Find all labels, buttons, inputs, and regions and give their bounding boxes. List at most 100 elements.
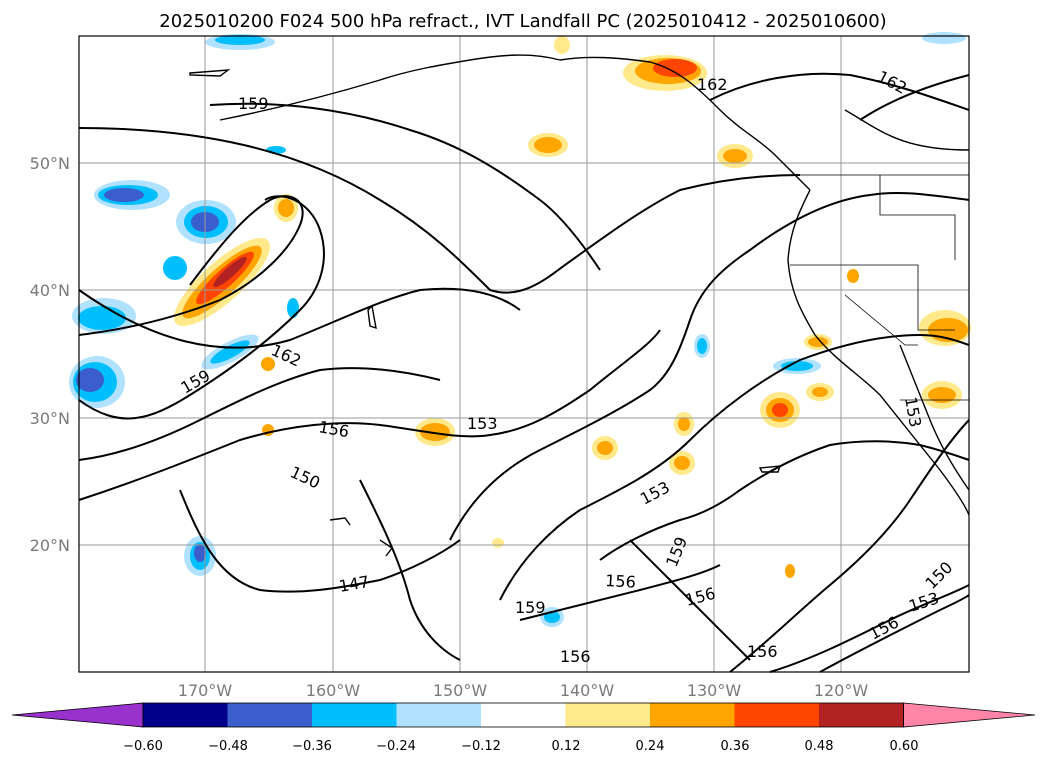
contour-line (629, 539, 751, 661)
colorbar-segment (565, 703, 651, 727)
lat-label: 40°N (30, 281, 70, 300)
colorbar-segment (396, 703, 482, 727)
map-panel: 159 162 162 162 159 156 153 150 153 159 … (69, 32, 971, 673)
colorbar-tick-label: −0.12 (461, 739, 501, 754)
positive-anomaly-blob (554, 36, 570, 54)
colorbar-segment (227, 703, 313, 727)
contour-line (78, 287, 521, 349)
positive-anomaly-blob (678, 417, 690, 431)
coastline-baja (899, 344, 970, 491)
contour-line (359, 479, 461, 661)
negative-anomaly-blob (287, 298, 299, 318)
contour-line (729, 419, 970, 673)
contour-label: 156 (605, 571, 636, 592)
negative-anomaly-blob (210, 340, 250, 364)
negative-anomaly-blob (76, 368, 104, 392)
colorbar-tick-label: 0.60 (890, 739, 919, 754)
graticule (79, 36, 969, 672)
map-frame (78, 35, 970, 673)
positive-anomaly-blob (534, 137, 562, 153)
positive-anomaly-blob (847, 269, 859, 283)
colorbar-tick-label: −0.36 (292, 739, 332, 754)
colorbar-segment (143, 703, 228, 727)
lat-label: 50°N (30, 154, 70, 173)
positive-anomaly-blob (597, 441, 613, 455)
contour-line (819, 594, 970, 673)
colorbar-tick-label: 0.12 (552, 739, 581, 754)
contour-label: 156 (747, 642, 778, 661)
colorbar-segment (312, 703, 397, 727)
positive-anomaly-blob (213, 256, 247, 288)
contour-line (179, 489, 461, 593)
positive-anomaly-blob (812, 387, 828, 397)
contour-line (78, 367, 441, 461)
anomaly-shading (69, 32, 971, 627)
positive-anomaly-blob (723, 149, 747, 163)
negative-anomaly-blob (78, 306, 126, 330)
colorbar-extend-min (11, 702, 144, 728)
colorbar-tick-label: 0.48 (805, 739, 834, 754)
state-border (790, 264, 955, 331)
lon-label: 150°W (433, 681, 488, 700)
negative-anomaly-blob (781, 361, 813, 371)
lon-label: 170°W (178, 681, 233, 700)
colorbar-tick-labels: −0.60 −0.48 −0.36 −0.24 −0.12 0.12 0.24 … (123, 739, 918, 754)
coastline-canada (844, 109, 970, 151)
negative-anomaly-blob (163, 256, 187, 280)
lat-label: 30°N (30, 409, 70, 428)
colorbar-extend-max (903, 702, 1036, 728)
negative-anomaly-blob (215, 35, 265, 45)
positive-anomaly-blob (492, 538, 504, 548)
positive-anomaly-blob (785, 564, 795, 578)
contour-line (859, 74, 970, 121)
contour-line (599, 440, 970, 561)
colorbar-segment (650, 703, 735, 727)
contour-label: 159 (238, 94, 269, 113)
colorbar-tick-label: 0.36 (721, 739, 750, 754)
positive-anomaly-blob (772, 403, 788, 417)
height-contours (78, 72, 970, 673)
colorbar-tick-label: −0.48 (208, 739, 248, 754)
political-borders (790, 174, 969, 401)
positive-anomaly-blob (278, 199, 294, 217)
contour-line (78, 329, 661, 501)
positive-anomaly-blob (261, 357, 275, 371)
colorbar-segment (734, 703, 820, 727)
coastline-west-coast (787, 189, 970, 516)
contour-line (78, 127, 801, 294)
contour-line (519, 564, 721, 621)
colorbar-tick-label: −0.60 (123, 739, 163, 754)
colorbar-tick-label: 0.24 (636, 739, 665, 754)
contour-line (209, 102, 601, 271)
negative-anomaly-blob (194, 544, 206, 562)
contour-line (709, 72, 970, 111)
colorbar: −0.60 −0.48 −0.36 −0.24 −0.12 0.12 0.24 … (11, 702, 1036, 754)
latitude-labels: 50°N 40°N 30°N 20°N (30, 154, 70, 555)
state-border (879, 175, 956, 260)
colorbar-tick-label: −0.24 (376, 739, 416, 754)
contour-label: 156 (560, 647, 591, 666)
contour-label: 159 (515, 598, 546, 617)
contour-label: 162 (697, 75, 728, 94)
positive-anomaly-blob (653, 59, 697, 77)
state-border (844, 294, 918, 346)
coastline-island (189, 69, 231, 77)
negative-anomaly-blob (922, 32, 966, 44)
negative-anomaly-blob (104, 188, 144, 202)
lon-label: 160°W (306, 681, 361, 700)
contour-label: 153 (467, 414, 498, 433)
contour-line (78, 195, 304, 336)
colorbar-segment (481, 703, 566, 727)
longitude-labels: 170°W 160°W 150°W 140°W 130°W 120°W (178, 681, 869, 700)
contour-line (769, 584, 970, 673)
figure-title: 2025010200 F024 500 hPa refract., IVT La… (159, 11, 886, 32)
lon-label: 130°W (687, 681, 742, 700)
colorbar-segment (819, 703, 904, 727)
positive-anomaly-blob (674, 456, 690, 470)
lon-label: 140°W (560, 681, 615, 700)
lon-label: 120°W (814, 681, 869, 700)
coastline-island (758, 465, 782, 473)
positive-anomaly-blob (420, 423, 450, 441)
colorbar-segments (11, 702, 1036, 728)
